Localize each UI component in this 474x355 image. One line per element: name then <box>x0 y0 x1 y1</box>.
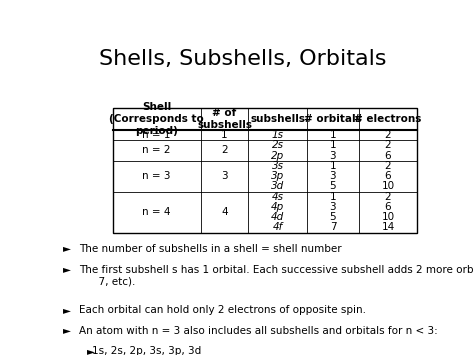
Text: ►: ► <box>63 305 71 315</box>
Text: 5: 5 <box>329 212 336 222</box>
Text: 6: 6 <box>385 202 392 212</box>
Text: subshells: subshells <box>250 114 305 124</box>
Text: 3s: 3s <box>272 161 284 171</box>
Text: 6: 6 <box>385 151 392 160</box>
Text: 1: 1 <box>329 140 336 151</box>
Text: 7: 7 <box>329 223 336 233</box>
Text: 2s: 2s <box>272 140 284 151</box>
Text: # orbitals: # orbitals <box>304 114 362 124</box>
Text: 10: 10 <box>382 181 394 191</box>
Text: The number of subshells in a shell = shell number: The number of subshells in a shell = she… <box>80 244 342 253</box>
Text: Each orbital can hold only 2 electrons of opposite spin.: Each orbital can hold only 2 electrons o… <box>80 305 366 315</box>
Text: 14: 14 <box>382 223 395 233</box>
Text: Shells, Subshells, Orbitals: Shells, Subshells, Orbitals <box>99 49 387 70</box>
Text: 1: 1 <box>329 192 336 202</box>
Text: # electrons: # electrons <box>355 114 422 124</box>
Text: 4: 4 <box>221 207 228 217</box>
Text: 6: 6 <box>385 171 392 181</box>
Text: 2p: 2p <box>271 151 284 160</box>
Text: ►: ► <box>63 264 71 274</box>
Text: 1s: 1s <box>272 130 284 140</box>
Text: 5: 5 <box>329 181 336 191</box>
Text: 10: 10 <box>382 212 394 222</box>
Text: 1: 1 <box>329 161 336 171</box>
Text: 2: 2 <box>385 161 392 171</box>
Text: 3: 3 <box>329 151 336 160</box>
Text: 1s, 2s, 2p, 3s, 3p, 3d: 1s, 2s, 2p, 3s, 3p, 3d <box>92 346 201 355</box>
Text: 3: 3 <box>221 171 228 181</box>
Text: 3d: 3d <box>271 181 284 191</box>
Text: 2: 2 <box>385 140 392 151</box>
Text: 3: 3 <box>329 202 336 212</box>
Text: n = 1: n = 1 <box>142 130 171 140</box>
Text: 1: 1 <box>329 130 336 140</box>
Text: 4p: 4p <box>271 202 284 212</box>
Text: n = 4: n = 4 <box>142 207 171 217</box>
Text: 1: 1 <box>221 130 228 140</box>
Text: 2: 2 <box>221 146 228 155</box>
Text: Shell
(Corresponds to
period): Shell (Corresponds to period) <box>109 102 204 136</box>
Text: 3p: 3p <box>271 171 284 181</box>
Text: n = 3: n = 3 <box>142 171 171 181</box>
Text: 4d: 4d <box>271 212 284 222</box>
Text: 2: 2 <box>385 192 392 202</box>
Text: n = 2: n = 2 <box>142 146 171 155</box>
Text: 4s: 4s <box>272 192 284 202</box>
Text: The first subshell s has 1 orbital. Each successive subshell adds 2 more orbital: The first subshell s has 1 orbital. Each… <box>80 264 474 286</box>
Text: ►: ► <box>63 326 71 335</box>
Text: ►: ► <box>87 346 95 355</box>
Text: 4f: 4f <box>273 223 283 233</box>
Text: # of
subshells: # of subshells <box>197 108 252 130</box>
Text: 3: 3 <box>329 171 336 181</box>
Text: 2: 2 <box>385 130 392 140</box>
Text: ►: ► <box>63 244 71 253</box>
Text: An atom with n = 3 also includes all subshells and orbitals for n < 3:: An atom with n = 3 also includes all sub… <box>80 326 438 335</box>
